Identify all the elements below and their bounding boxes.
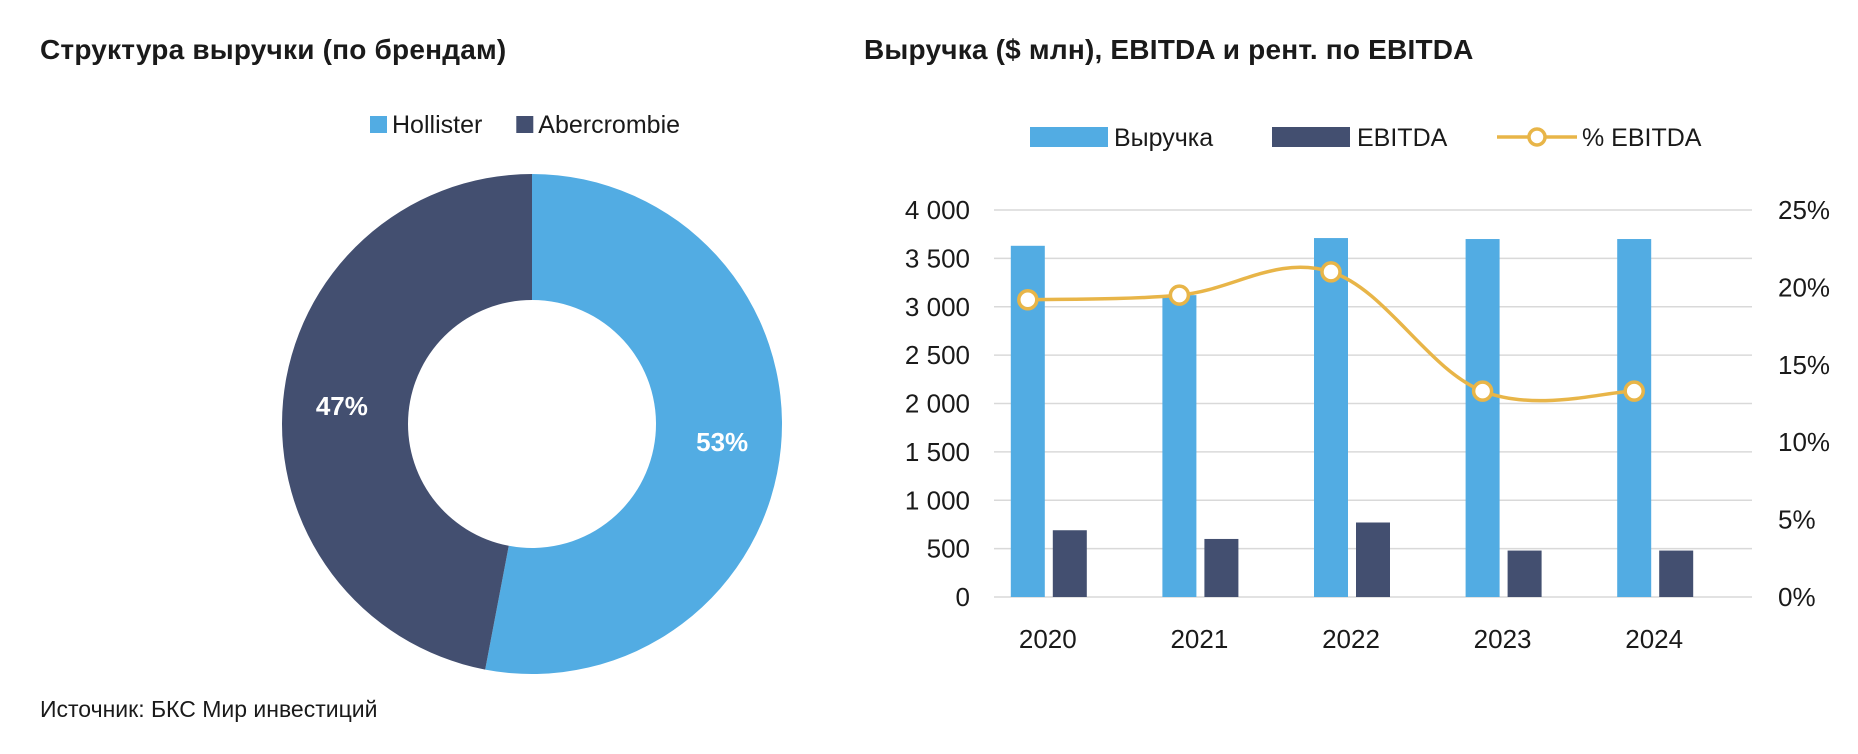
donut-slice-hollister	[485, 174, 782, 674]
combo-chart: 0 500 1 000 1 500 2 000 2 500 3 000 3 500 4 000 0…	[905, 124, 1830, 654]
y2-tick-label: 5%	[1778, 505, 1816, 535]
legend-marker-margin	[1527, 127, 1547, 147]
donut-slice-label-hollister: 53%	[696, 427, 748, 457]
y-tick-label: 4 000	[905, 195, 970, 225]
bar-revenue-2021	[1162, 295, 1197, 597]
legend-label-revenue: Выручка	[1114, 124, 1213, 152]
donut-slice-label-abercrombie: 47%	[316, 391, 368, 421]
legend-label-hollister: Hollister	[392, 111, 482, 139]
y2-tick-label: 20%	[1778, 272, 1830, 302]
point-ebitda-margin-2023	[1471, 380, 1494, 402]
y2-tick-label: 25%	[1778, 195, 1830, 225]
legend-swatch-hollister	[370, 116, 387, 133]
bar-ebitda-2024	[1659, 550, 1694, 597]
y2-tick-label: 10%	[1778, 427, 1830, 457]
y-tick-label: 2 500	[905, 340, 970, 370]
bar-revenue-2022	[1314, 238, 1348, 597]
bar-ebitda-2020	[1052, 530, 1087, 597]
y2-tick-label: 15%	[1778, 350, 1830, 380]
legend-swatch-abercrombie	[516, 116, 534, 133]
legend-swatch-revenue	[1030, 127, 1108, 147]
bar-ebitda-2023	[1507, 550, 1542, 597]
point-ebitda-margin-2022	[1320, 261, 1342, 283]
legend-swatch-ebitda	[1272, 127, 1350, 147]
point-ebitda-margin-2021	[1168, 284, 1191, 306]
y-tick-label: 500	[927, 534, 970, 564]
x-tick-label-2024: 2024	[1625, 624, 1683, 654]
bar-revenue-2023	[1465, 239, 1500, 597]
y-tick-label: 1 500	[905, 437, 970, 467]
y-tick-label: 0	[956, 582, 970, 612]
donut-slice-abercrombie	[281, 174, 532, 670]
y-tick-label: 3 500	[905, 243, 970, 273]
x-tick-label-2022: 2022	[1322, 624, 1380, 654]
bar-ebitda-2021	[1204, 538, 1239, 597]
x-tick-label-2021: 2021	[1170, 624, 1228, 654]
y2-tick-label: 0%	[1778, 582, 1816, 612]
bar-revenue-2024	[1617, 239, 1652, 597]
y-tick-label: 3 000	[905, 292, 970, 322]
y-tick-label: 1 000	[905, 485, 970, 515]
legend-label-ebitda: EBITDA	[1357, 124, 1448, 152]
point-ebitda-margin-2024	[1623, 380, 1645, 402]
legend-label-abercrombie: Abercrombie	[538, 111, 680, 139]
combo-chart-title: Выручка ($ млн), EBITDA и рент. по EBITD…	[864, 34, 1474, 65]
point-ebitda-margin-2020	[1017, 289, 1039, 311]
donut-chart: 53% 47% Hollister Abercrombie	[281, 111, 782, 674]
bar-ebitda-2022	[1356, 522, 1390, 597]
x-tick-label-2023: 2023	[1474, 624, 1532, 654]
legend-label-margin: % EBITDA	[1582, 124, 1702, 152]
y-tick-label: 2 000	[905, 389, 970, 419]
source-note: Источник: БКС Мир инвестиций	[40, 696, 378, 722]
donut-chart-title: Структура выручки (по брендам)	[40, 34, 507, 65]
x-tick-label-2020: 2020	[1019, 624, 1077, 654]
